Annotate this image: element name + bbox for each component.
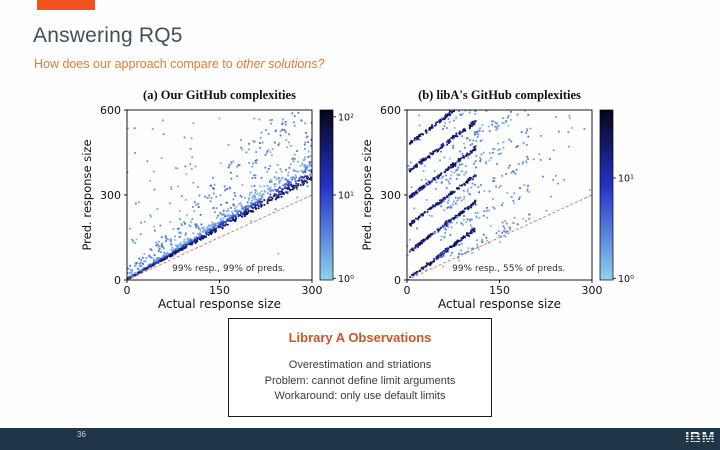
x-tick-label: 300 — [582, 284, 603, 297]
colorbar-tick-label: 10¹ — [338, 191, 354, 202]
x-tick-label: 150 — [209, 284, 230, 297]
x-axis-label: Actual response size — [158, 297, 281, 311]
plot-annotation: 99% resp., 99% of preds. — [172, 264, 285, 274]
chart-title: (a) Our GitHub complexities — [143, 88, 296, 102]
observations-lines: Overestimation and striations Problem: c… — [229, 358, 491, 405]
colorbar-tick-label: 10⁰ — [338, 274, 354, 285]
accent-bar — [37, 0, 95, 10]
observations-heading: Library A Observations — [288, 330, 432, 345]
scatter-points — [407, 110, 591, 278]
page-title: Answering RQ5 — [33, 24, 183, 47]
x-tick-label: 300 — [302, 284, 323, 297]
colorbar-tick-label: 10¹ — [618, 174, 634, 185]
y-axis-label: Pred. response size — [80, 139, 94, 250]
identity-line — [406, 194, 593, 281]
chart-svg: (a) Our GitHub complexities 99% resp., 99… — [80, 88, 354, 311]
subtitle-text: How does our approach compare to — [34, 57, 237, 71]
colorbar — [599, 109, 614, 281]
chart-svg: (b) libA's GitHub complexities 99% resp.,… — [360, 88, 634, 311]
identity-line — [126, 194, 313, 281]
footer-bar: 36 IBM — [0, 428, 720, 450]
y-tick-label: 600 — [380, 104, 401, 117]
x-axis-label: Actual response size — [438, 297, 561, 311]
chart-liba-github-complexities: (b) libA's GitHub complexities 99% resp.,… — [360, 83, 635, 311]
colorbar-tick-label: 10² — [338, 112, 354, 123]
y-tick-label: 600 — [100, 104, 121, 117]
observation-line: Problem: cannot define limit arguments — [264, 374, 456, 387]
chart-title: (b) libA's GitHub complexities — [418, 88, 581, 102]
colorbar-tick-label: 10⁰ — [618, 274, 634, 285]
x-tick-label: 150 — [489, 284, 510, 297]
observation-line: Workaround: only use default limits — [274, 390, 446, 402]
y-tick-label: 0 — [114, 274, 121, 287]
plot-frame — [406, 109, 593, 281]
y-tick-label: 300 — [100, 189, 121, 202]
y-tick-label: 0 — [394, 274, 401, 287]
plot-annotation: 99% resp., 55% of preds. — [452, 264, 565, 274]
chart-our-github-complexities: (a) Our GitHub complexities 99% resp., 99… — [80, 83, 355, 311]
ibm-logo: IBM — [684, 430, 716, 447]
page-number: 36 — [77, 430, 86, 439]
slide-subtitle: How does our approach compare to other s… — [34, 57, 324, 71]
y-tick-label: 300 — [380, 189, 401, 202]
colorbar — [319, 109, 334, 281]
observations-box: Library A Observations Overestimation an… — [228, 318, 492, 417]
x-tick-label: 0 — [124, 284, 131, 297]
subtitle-italic-text: other solutions? — [236, 57, 325, 71]
scatter-points — [127, 111, 312, 280]
observation-line: Overestimation and striations — [288, 359, 432, 371]
y-axis-label: Pred. response size — [360, 139, 374, 250]
x-tick-label: 0 — [404, 284, 411, 297]
